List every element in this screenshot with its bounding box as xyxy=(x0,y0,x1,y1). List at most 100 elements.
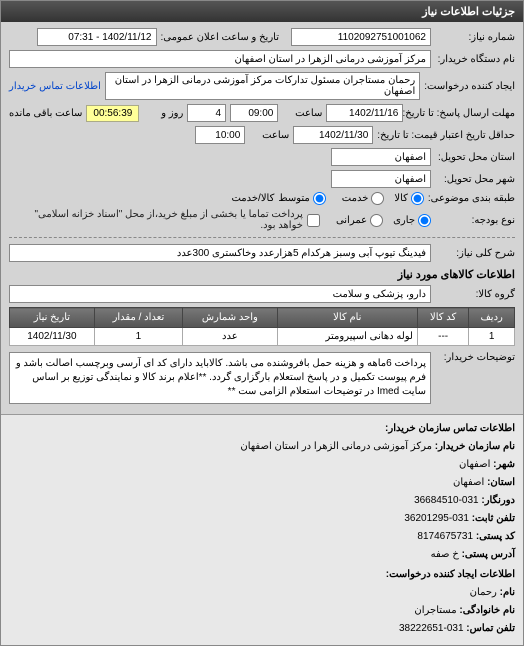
contact-city: اصفهان xyxy=(453,477,484,488)
radio-goods-input[interactable] xyxy=(411,192,424,205)
days-field: 4 xyxy=(187,104,226,122)
contact-address: خ صفه xyxy=(431,549,459,560)
th-unit: واحد شمارش xyxy=(183,308,278,328)
req-number-field: 1102092751001062 xyxy=(291,28,431,46)
radio-goods[interactable]: کالا xyxy=(394,192,424,205)
days-label: روز و xyxy=(143,108,183,119)
td-name: لوله دهانی اسپیرومتر xyxy=(277,328,417,346)
contact-province: اصفهان xyxy=(459,459,490,470)
row-province: استان محل تحویل: اصفهان xyxy=(9,148,515,166)
radio-service-input[interactable] xyxy=(371,192,384,205)
city-field: اصفهان xyxy=(331,170,431,188)
table-row: 1 --- لوله دهانی اسپیرومتر عدد 1 1402/11… xyxy=(10,328,515,346)
contact-name-line: نام: رحمان xyxy=(9,585,515,601)
contact-fax-line: دورنگار: 031-36684510 xyxy=(9,493,515,509)
panel-title: جزئیات اطلاعات نیاز xyxy=(1,1,523,22)
category-radios: کالا خدمت xyxy=(342,192,424,205)
row-desc: شرح کلی نیاز: فیدینگ تیوپ آبی وسبز هرکدا… xyxy=(9,244,515,262)
deadline-date: 1402/11/16 xyxy=(326,104,403,122)
treasury-note: پرداخت تماما یا بخشی از مبلغ خرید،از محل… xyxy=(9,209,303,231)
contact-org-line: نام سازمان خریدار: مرکز آموزشی درمانی ال… xyxy=(9,439,515,455)
contact-section2: اطلاعات ایجاد کننده درخواست: xyxy=(9,567,515,583)
row-deadline: مهلت ارسال پاسخ: تا تاریخ: 1402/11/16 سا… xyxy=(9,104,515,122)
th-qty: تعداد / مقدار xyxy=(94,308,182,328)
countdown-timer: 00:56:39 xyxy=(86,105,139,122)
contact-org-label: نام سازمان خریدار: xyxy=(435,441,515,452)
row-city: شهر محل تحویل: اصفهان xyxy=(9,170,515,188)
contact-family-line: نام خانوادگی: مستاجران xyxy=(9,603,515,619)
radio-capital[interactable]: عمرانی xyxy=(336,214,383,227)
contact-postal-label: کد پستی: xyxy=(476,531,515,542)
contact-family: مستاجران xyxy=(414,605,456,616)
contact-postal: 8174675731 xyxy=(417,531,473,542)
td-unit: عدد xyxy=(183,328,278,346)
buyer-org-label: نام دستگاه خریدار: xyxy=(435,54,515,65)
goods-table: ردیف کد کالا نام کالا واحد شمارش تعداد /… xyxy=(9,307,515,346)
row-category: طبقه بندی موضوعی: کالا خدمت متوسط کالا/خ… xyxy=(9,192,515,205)
group-label: گروه کالا: xyxy=(435,289,515,300)
budget-label: نوع بودجه: xyxy=(435,215,515,226)
contact-fax: 031-36684510 xyxy=(414,495,479,506)
goods-title: اطلاعات کالاهای مورد نیاز xyxy=(9,268,515,281)
th-date: تاریخ نیاز xyxy=(10,308,95,328)
table-head: ردیف کد کالا نام کالا واحد شمارش تعداد /… xyxy=(10,308,515,328)
province-label: استان محل تحویل: xyxy=(435,152,515,163)
desc-field: فیدینگ تیوپ آبی وسبز هرکدام 5هزارعدد وخا… xyxy=(9,244,431,262)
row-explain: توضیحات خریدار: پرداخت 6ماهه و هزینه حمل… xyxy=(9,352,515,404)
separator xyxy=(9,237,515,238)
th-name: نام کالا xyxy=(277,308,417,328)
details-panel: جزئیات اطلاعات نیاز شماره نیاز: 11020927… xyxy=(0,0,524,646)
remain-label: ساعت باقی مانده xyxy=(9,108,82,119)
table-header-row: ردیف کد کالا نام کالا واحد شمارش تعداد /… xyxy=(10,308,515,328)
req-number-label: شماره نیاز: xyxy=(435,32,515,43)
contact-section: اطلاعات تماس سازمان خریدار: نام سازمان خ… xyxy=(1,414,523,645)
contact-address-line: آدرس پستی: خ صفه xyxy=(9,547,515,563)
radio-current[interactable]: جاری xyxy=(393,214,431,227)
validity-date: 1402/11/30 xyxy=(293,126,373,144)
td-date: 1402/11/30 xyxy=(10,328,95,346)
check-partial-input[interactable] xyxy=(313,192,326,205)
radio-capital-input[interactable] xyxy=(370,214,383,227)
contact-family-label: نام خانوادگی: xyxy=(459,605,515,616)
contact-city-label: استان: xyxy=(487,477,515,488)
th-index: ردیف xyxy=(469,308,515,328)
contact-postal-line: کد پستی: 8174675731 xyxy=(9,529,515,545)
category-label: طبقه بندی موضوعی: xyxy=(428,193,515,204)
province-field: اصفهان xyxy=(331,148,431,166)
radio-current-input[interactable] xyxy=(418,214,431,227)
partial-label: کالا/خدمت xyxy=(231,193,274,204)
contact-phone-label: تلفن ثابت: xyxy=(472,513,515,524)
td-qty: 1 xyxy=(94,328,182,346)
contact-name-label: نام: xyxy=(500,587,515,598)
contact-phone: 031-36201295 xyxy=(404,513,469,524)
contact-phone-line: تلفن ثابت: 031-36201295 xyxy=(9,511,515,527)
validity-label: حداقل تاریخ اعتبار قیمت: تا تاریخ: xyxy=(377,130,515,141)
contact-title: اطلاعات تماس سازمان خریدار: xyxy=(9,421,515,437)
requester-field: رحمان مستاجران مسئول تدارکات مرکز آموزشی… xyxy=(105,72,420,100)
contact-name: رحمان xyxy=(470,587,497,598)
contact-province-line: شهر: اصفهان xyxy=(9,457,515,473)
check-partial[interactable]: متوسط xyxy=(278,192,325,205)
group-field: دارو، پزشکی و سلامت xyxy=(9,285,431,303)
contact-tel: 031-38222651 xyxy=(399,623,464,634)
treasury-check[interactable] xyxy=(307,214,320,227)
deadline-time: 09:00 xyxy=(230,104,278,122)
row-requester: ایجاد کننده درخواست: رحمان مستاجران مسئو… xyxy=(9,72,515,100)
contact-address-label: آدرس پستی: xyxy=(462,549,515,560)
panel-body: شماره نیاز: 1102092751001062 تاریخ و ساع… xyxy=(1,22,523,414)
buyer-org-field: مرکز آموزشی درمانی الزهرا در استان اصفها… xyxy=(9,50,431,68)
radio-service[interactable]: خدمت xyxy=(342,192,385,205)
row-validity: حداقل تاریخ اعتبار قیمت: تا تاریخ: 1402/… xyxy=(9,126,515,144)
treasury-checkbox[interactable] xyxy=(307,214,320,227)
row-budget: نوع بودجه: جاری عمرانی پرداخت تماما یا ب… xyxy=(9,209,515,231)
validity-time: 10:00 xyxy=(195,126,245,144)
contact-link[interactable]: اطلاعات تماس خریدار xyxy=(9,81,101,92)
deadline-time-label: ساعت xyxy=(282,108,322,119)
explain-label: توضیحات خریدار: xyxy=(435,352,515,363)
td-code: --- xyxy=(417,328,468,346)
row-buyer-org: نام دستگاه خریدار: مرکز آموزشی درمانی ال… xyxy=(9,50,515,68)
row-group: گروه کالا: دارو، پزشکی و سلامت xyxy=(9,285,515,303)
th-code: کد کالا xyxy=(417,308,468,328)
row-req-number: شماره نیاز: 1102092751001062 تاریخ و ساع… xyxy=(9,28,515,46)
announce-label: تاریخ و ساعت اعلان عمومی: xyxy=(161,32,280,43)
